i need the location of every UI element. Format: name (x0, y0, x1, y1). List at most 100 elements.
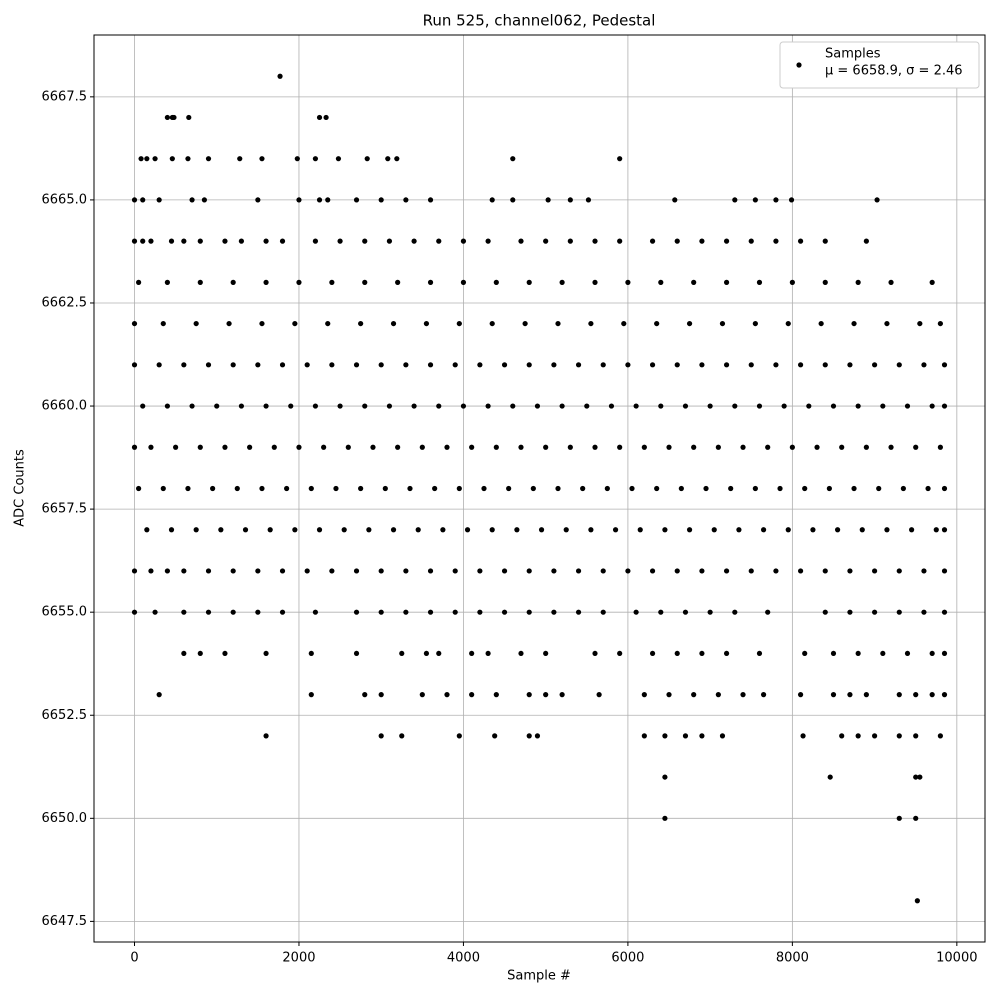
x-tick-label: 10000 (936, 951, 977, 966)
data-point (900, 485, 906, 492)
data-point (510, 197, 516, 203)
x-tick-label: 8000 (776, 951, 809, 966)
data-point (592, 650, 598, 657)
data-point (267, 527, 273, 533)
data-point (797, 692, 804, 698)
data-point (699, 650, 705, 657)
data-point (847, 362, 853, 368)
data-point (501, 609, 508, 615)
data-point (629, 485, 635, 492)
data-point (913, 444, 919, 450)
y-tick-label: 6660.0 (42, 399, 88, 414)
data-point (880, 650, 886, 657)
data-point (748, 238, 754, 244)
data-point (543, 238, 549, 244)
data-point (477, 609, 483, 615)
data-point (666, 444, 672, 450)
data-point (888, 279, 894, 285)
data-point (171, 114, 177, 121)
x-tick-label: 4000 (447, 951, 480, 966)
data-point (855, 650, 861, 657)
data-point (913, 774, 919, 780)
data-point (941, 485, 948, 492)
data-point (140, 197, 146, 203)
data-point (469, 692, 475, 698)
data-point (740, 692, 746, 698)
data-point (181, 609, 187, 615)
data-point (551, 609, 557, 615)
data-point (382, 485, 388, 492)
data-point (929, 403, 935, 409)
data-point (789, 279, 795, 285)
data-point (662, 527, 668, 533)
data-point (304, 568, 310, 574)
data-point (649, 568, 656, 574)
data-point (144, 527, 150, 533)
data-point (138, 156, 144, 162)
data-point (662, 815, 668, 821)
data-point (913, 815, 919, 821)
data-point (390, 527, 397, 533)
data-point (748, 362, 754, 368)
data-point (181, 650, 187, 657)
data-point (567, 238, 573, 244)
data-point (884, 527, 890, 533)
legend-label: Samples (825, 47, 881, 62)
data-point (826, 485, 832, 492)
data-point (723, 362, 730, 368)
data-point (789, 444, 795, 450)
data-point (518, 650, 524, 657)
data-point (699, 568, 705, 574)
data-point (131, 197, 138, 203)
data-point (131, 238, 138, 244)
y-axis-label: ADC Counts (13, 449, 28, 527)
data-point (740, 444, 746, 450)
data-point (440, 527, 446, 533)
data-point (263, 650, 269, 657)
data-point (933, 527, 939, 533)
data-point (559, 403, 565, 409)
data-point (255, 197, 261, 203)
data-point (682, 733, 689, 739)
data-point (160, 485, 166, 492)
data-point (941, 692, 948, 698)
data-point (921, 568, 927, 574)
data-point (800, 733, 806, 739)
data-point (814, 444, 820, 450)
data-point (797, 362, 804, 368)
data-point (181, 362, 187, 368)
data-point (732, 197, 738, 203)
data-point (806, 403, 812, 409)
data-point (641, 733, 647, 739)
data-point (802, 485, 808, 492)
data-point (633, 609, 639, 615)
data-point (847, 609, 853, 615)
data-point (585, 197, 592, 203)
data-point (686, 320, 693, 327)
data-point (222, 238, 228, 244)
data-point (545, 197, 551, 203)
data-point (756, 650, 763, 657)
data-point (308, 692, 314, 698)
data-point (941, 650, 948, 657)
data-point (658, 609, 664, 615)
data-point (263, 279, 269, 285)
data-point (551, 362, 557, 368)
data-point (193, 527, 199, 533)
data-point (625, 568, 631, 574)
data-point (169, 156, 175, 162)
data-point (131, 609, 138, 615)
data-point (522, 320, 528, 327)
data-point (608, 403, 615, 409)
data-point (649, 238, 656, 244)
data-point (617, 650, 623, 657)
data-point (292, 527, 298, 533)
data-point (822, 568, 828, 574)
data-point (719, 320, 726, 327)
data-point (691, 279, 697, 285)
data-point (686, 527, 693, 533)
data-point (193, 320, 199, 327)
data-point (485, 650, 491, 657)
data-point (830, 692, 837, 698)
